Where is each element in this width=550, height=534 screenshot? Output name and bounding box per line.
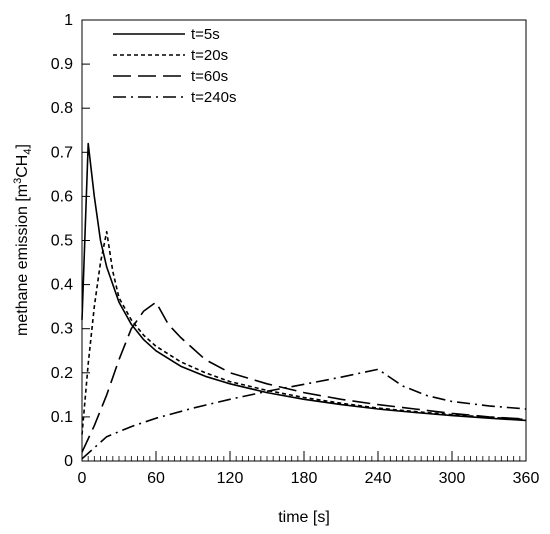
series-line-1 (81, 142, 527, 422)
legend-label-3: t=60s (191, 68, 228, 85)
y-tick-label: 0 (64, 453, 73, 470)
x-tick-label: 240 (365, 470, 392, 487)
y-tick-labels: 0 0.1 0.2 0.3 0.4 0.5 0.6 0.7 0.8 0.9 1 (51, 12, 73, 470)
x-tick-label: 60 (147, 470, 165, 487)
x-tick-label: 0 (78, 470, 87, 487)
y-axis-title-main: methane emission [m (14, 184, 31, 336)
legend-label-4: t=240s (191, 89, 236, 106)
y-axis-title-sub: 4 (22, 149, 34, 155)
legend: t=5s t=20s t=60s t=240s (113, 26, 236, 106)
x-tick-labels: 0 60 120 180 240 300 360 (78, 470, 540, 487)
y-axis-title-end: ] (14, 144, 31, 148)
x-tick-label: 300 (439, 470, 466, 487)
y-tick-label: 0.6 (51, 188, 73, 205)
series-line-2 (81, 230, 527, 435)
y-tick-label: 0.5 (51, 233, 73, 250)
y-tick-label: 0.1 (51, 409, 73, 426)
x-axis-title: time [s] (278, 509, 330, 526)
series-lines (81, 142, 527, 460)
y-tick-label: 1 (64, 12, 73, 29)
series-line-3 (81, 301, 527, 453)
legend-label-1: t=5s (191, 26, 220, 43)
y-axis-title: methane emission [m3CH4] (12, 144, 34, 336)
y-axis-title-mid: CH (14, 155, 31, 178)
y-tick-label: 0.3 (51, 321, 73, 338)
y-axis-title-sup: 3 (12, 178, 24, 184)
plot-frame (81, 19, 527, 462)
y-tick-label: 0.7 (51, 144, 73, 161)
y-tick-label: 0.8 (51, 100, 73, 117)
y-tick-label: 0.4 (51, 277, 73, 294)
x-tick-label: 360 (513, 470, 540, 487)
y-tick-label: 0.2 (51, 365, 73, 382)
legend-label-2: t=20s (191, 47, 228, 64)
y-tick-label: 0.9 (51, 56, 73, 73)
x-tick-label: 120 (217, 470, 244, 487)
axis-major-ticks (81, 19, 527, 462)
x-tick-label: 180 (291, 470, 318, 487)
series-line-4 (81, 368, 527, 460)
